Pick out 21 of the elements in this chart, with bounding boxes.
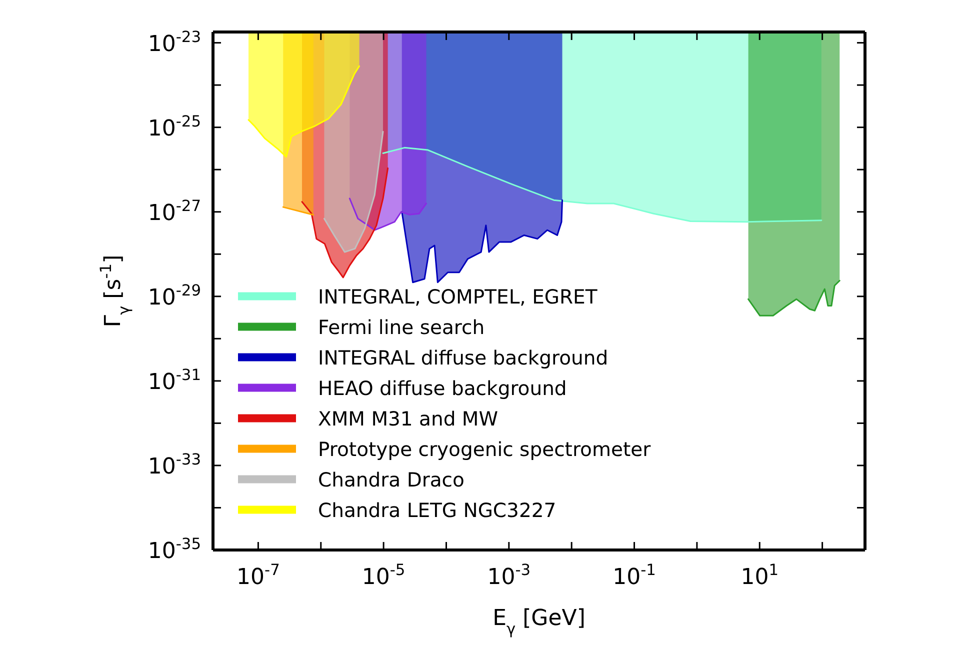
legend-label: HEAO diffuse background [318, 376, 567, 400]
legend-label: Chandra Draco [318, 468, 464, 492]
y-tick-label: 10$^{-35}$ [148, 535, 201, 564]
y-tick-label: 10$^{-33}$ [148, 450, 201, 480]
y-tick-label: 10$^{-23}$ [148, 28, 201, 57]
x-tick-label: 10$^{1}$ [740, 561, 779, 590]
x-axis-title: E$_{γ}$ [GeV] [492, 606, 586, 638]
legend-label: INTEGRAL diffuse background [318, 346, 608, 370]
x-tick-label: 10$^{-5}$ [362, 561, 406, 590]
x-tick-label: 10$^{-1}$ [612, 561, 656, 590]
x-tick-label: 10$^{-7}$ [236, 561, 280, 590]
legend-label: INTEGRAL, COMPTEL, EGRET [318, 285, 598, 308]
legend-label: Prototype cryogenic spectrometer [318, 438, 652, 461]
legend-label: Fermi line search [318, 316, 485, 339]
y-tick-label: 10$^{-25}$ [148, 112, 201, 142]
legend-label: Chandra LETG NGC3227 [318, 498, 556, 522]
x-tick-label: 10$^{-3}$ [487, 561, 531, 590]
y-tick-label: 10$^{-29}$ [148, 281, 201, 310]
y-tick-label: 10$^{-31}$ [148, 366, 201, 395]
y-tick-label: 10$^{-27}$ [148, 196, 201, 226]
legend-label: XMM M31 and MW [318, 407, 498, 430]
